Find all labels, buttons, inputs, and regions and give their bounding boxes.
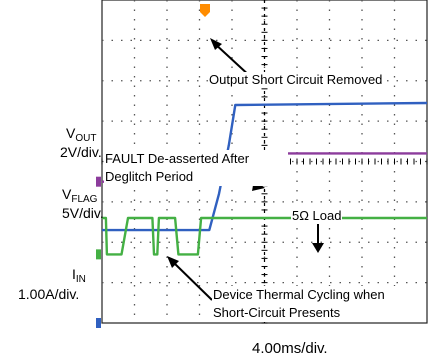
annotation-thermal-cycling: Device Thermal Cycling when Short-Circui… [212,286,420,322]
timebase-label: 4.00ms/div. [252,340,328,357]
trigger-marker [200,4,210,17]
vflag-channel-label: VFLAG [62,186,98,205]
vout-scale: 2V/div. [60,144,102,160]
vflag-scale: 5V/div. [62,205,104,221]
arrow-cycling-head [167,256,179,268]
annotation-load: 5Ω Load [291,208,343,224]
iin-channel-label: IIN [72,266,86,285]
vout-channel-label: VOUT [66,125,97,144]
ground-marker-v-out [96,318,101,328]
annotation-fault-deasserted: FAULT De-asserted After Deglitch Period [104,150,288,186]
ground-marker-v-flag [96,176,101,187]
arrow-load-head [312,243,324,253]
iin-scale: 1.00A/div. [18,286,80,302]
trace-i-in [102,216,427,256]
arrow-cycling [171,260,213,301]
ground-marker-i-in [96,249,101,260]
annotation-short-removed: Output Short Circuit Removed [208,72,384,88]
arrow-vout-head [210,38,222,50]
